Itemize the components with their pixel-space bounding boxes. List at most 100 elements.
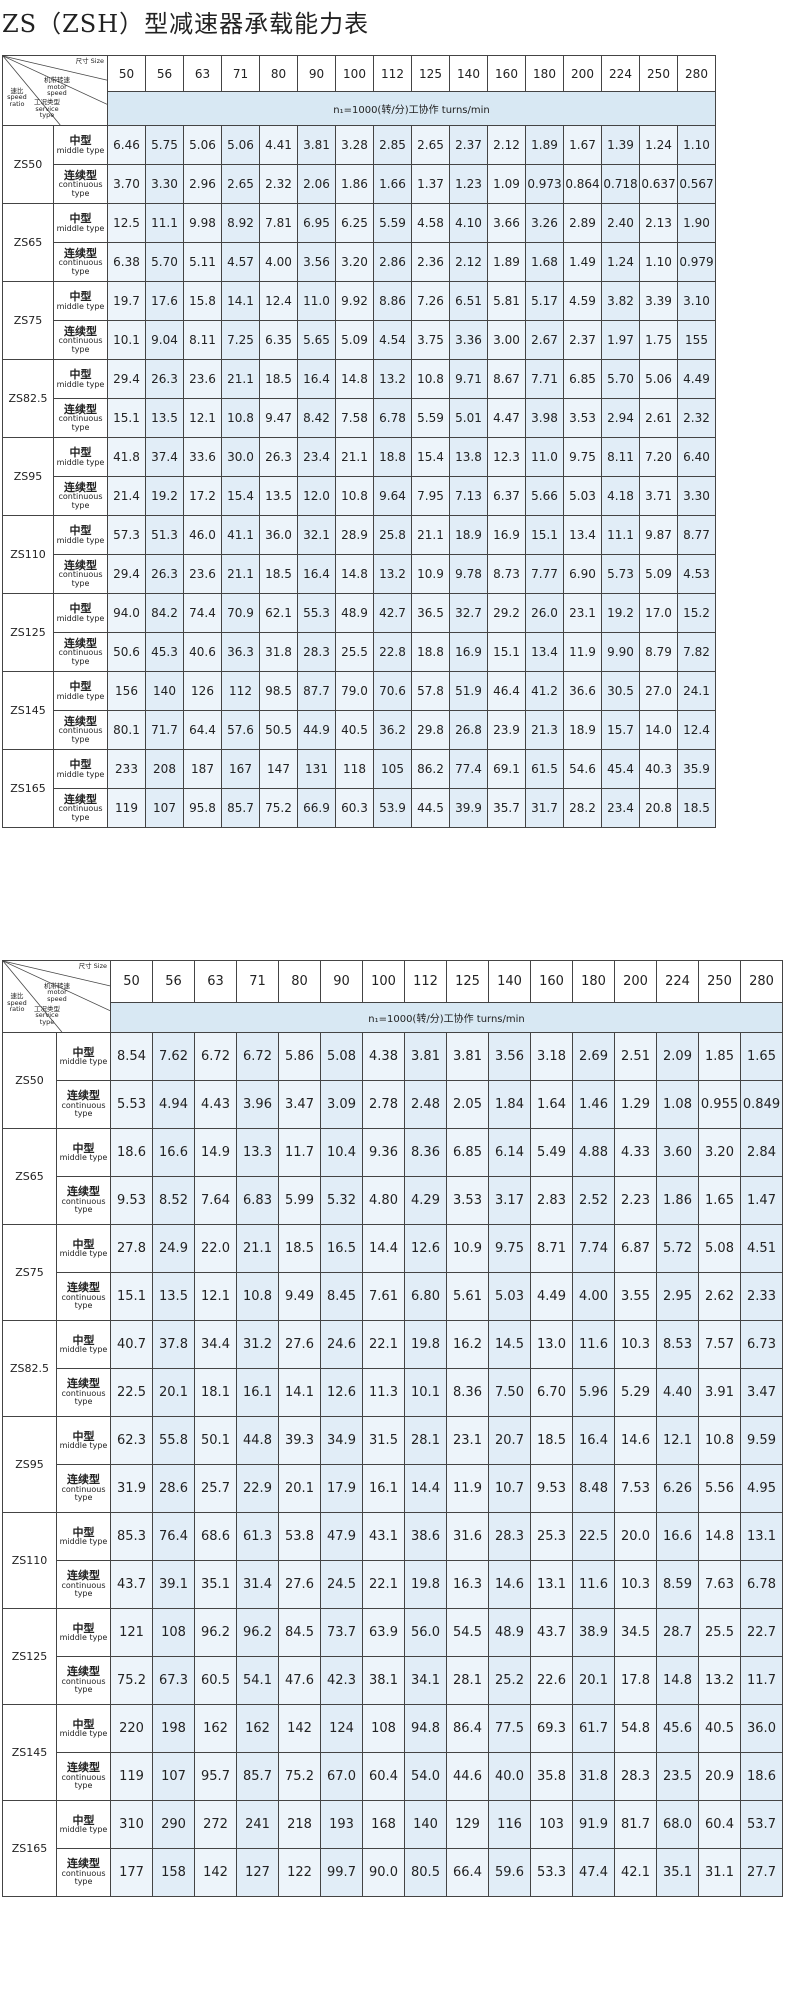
value-cell: 18.9 <box>563 710 602 750</box>
type-zh: 连续型 <box>67 1761 100 1775</box>
type-en: middle type <box>59 1345 108 1355</box>
data-row: ZS110 中型 middle type 85.3 76.4 68.6 61.3 53.8 47… <box>2 1512 783 1609</box>
value-cell: 28.3 <box>488 1512 531 1561</box>
value-cell: 21.4 <box>107 476 146 516</box>
type-zh: 中型 <box>69 290 92 304</box>
value-cell: 4.80 <box>362 1176 405 1225</box>
data-row: ZS75 中型 middle type 19.7 17.6 15.8 14.1 12.4 11.… <box>2 281 716 360</box>
value-cell: 5.59 <box>373 203 412 243</box>
value-cell: 54.0 <box>404 1752 447 1801</box>
model-cell: ZS95 <box>2 1416 57 1513</box>
value-cell: 17.2 <box>183 476 222 516</box>
value-cell: 3.28 <box>335 125 374 165</box>
value-cell: 4.43 <box>194 1080 237 1129</box>
value-cell: 31.2 <box>236 1320 279 1369</box>
value-cell: 69.1 <box>487 749 526 789</box>
value-cell: 1.65 <box>698 1176 741 1225</box>
value-cell: 2.37 <box>563 320 602 360</box>
value-cell: 23.4 <box>297 437 336 477</box>
value-cell: 70.6 <box>373 671 412 711</box>
value-cell: 66.4 <box>446 1848 489 1897</box>
value-cell: 1.66 <box>373 164 412 204</box>
value-cell: 84.2 <box>145 593 184 633</box>
value-cell: 55.3 <box>297 593 336 633</box>
value-cell: 162 <box>194 1704 237 1753</box>
type-zh: 连续型 <box>67 1089 100 1103</box>
value-cell: 13.4 <box>525 632 564 672</box>
value-cell: 6.26 <box>656 1464 699 1513</box>
value-cell: 7.74 <box>572 1224 615 1273</box>
corner-label: 机带转速 motor speed <box>44 76 70 97</box>
value-cell: 8.11 <box>183 320 222 360</box>
model-cell: ZS125 <box>2 1608 57 1705</box>
value-cell: 7.64 <box>194 1176 237 1225</box>
value-cell: 63.9 <box>362 1608 405 1657</box>
value-cell: 0.718 <box>601 164 640 204</box>
value-cell: 81.7 <box>614 1800 657 1849</box>
type-en: continuous type <box>61 1484 106 1503</box>
value-cell: 10.8 <box>698 1416 741 1465</box>
diagonal <box>3 961 110 1011</box>
value-cell: 8.59 <box>656 1560 699 1609</box>
value-cell: 3.30 <box>145 164 184 204</box>
value-cell: 162 <box>236 1704 279 1753</box>
value-cell: 13.2 <box>698 1656 741 1705</box>
value-cell: 5.61 <box>446 1272 489 1321</box>
value-cell: 34.9 <box>320 1416 363 1465</box>
value-cell: 18.5 <box>530 1416 573 1465</box>
value-cell: 46.4 <box>487 671 526 711</box>
value-cell: 12.6 <box>404 1224 447 1273</box>
value-cell: 21.1 <box>236 1224 279 1273</box>
type-zh: 连续型 <box>64 480 97 494</box>
value-cell: 112 <box>221 671 260 711</box>
value-cell: 2.36 <box>411 242 450 282</box>
header-row: 尺寸 Size 机带转速 motor speed 工况类型 service type… <box>2 55 716 126</box>
value-cell: 16.5 <box>320 1224 363 1273</box>
value-cell: 3.56 <box>488 1032 531 1081</box>
value-cell: 22.6 <box>530 1656 573 1705</box>
value-cell: 7.63 <box>698 1560 741 1609</box>
value-cell: 10.9 <box>411 554 450 594</box>
value-cell: 25.2 <box>488 1656 531 1705</box>
value-cell: 15.4 <box>411 437 450 477</box>
value-cell: 44.8 <box>236 1416 279 1465</box>
value-cell: 5.29 <box>614 1368 657 1417</box>
value-cell: 208 <box>145 749 184 789</box>
value-cell: 70.9 <box>221 593 260 633</box>
size-header: 100 <box>362 960 405 1003</box>
value-cell: 29.8 <box>411 710 450 750</box>
size-header: 140 <box>449 55 488 92</box>
size-header: 63 <box>194 960 237 1003</box>
value-cell: 1.29 <box>614 1080 657 1129</box>
value-cell: 1.47 <box>740 1176 783 1225</box>
size-header: 180 <box>572 960 615 1003</box>
value-cell: 60.4 <box>698 1800 741 1849</box>
value-cell: 3.71 <box>639 476 678 516</box>
value-cell: 310 <box>110 1800 153 1849</box>
value-cell: 25.8 <box>373 515 412 555</box>
value-cell: 142 <box>194 1848 237 1897</box>
value-cell: 2.13 <box>639 203 678 243</box>
value-cell: 140 <box>404 1800 447 1849</box>
value-cell: 155 <box>677 320 716 360</box>
type-en: middle type <box>59 1057 108 1067</box>
model-cell: ZS82.5 <box>2 359 54 438</box>
value-cell: 5.06 <box>221 125 260 165</box>
value-cell: 61.7 <box>572 1704 615 1753</box>
value-cell: 7.81 <box>259 203 298 243</box>
value-cell: 4.95 <box>740 1464 783 1513</box>
value-cell: 84.5 <box>278 1608 321 1657</box>
value-cell: 8.53 <box>656 1320 699 1369</box>
value-cell: 6.95 <box>297 203 336 243</box>
value-cell: 41.1 <box>221 515 260 555</box>
value-cell: 131 <box>297 749 336 789</box>
value-cell: 158 <box>152 1848 195 1897</box>
value-cell: 0.864 <box>563 164 602 204</box>
value-cell: 1.67 <box>563 125 602 165</box>
data-row: 连续型 continuous type 43.7 39.1 35.1 31.4 27.6 24… <box>3 1560 783 1609</box>
size-header: 71 <box>236 960 279 1003</box>
value-cell: 0.849 <box>740 1080 783 1129</box>
type-en: continuous type <box>61 1292 106 1311</box>
value-cell: 66.9 <box>297 788 336 828</box>
value-cell: 6.90 <box>563 554 602 594</box>
